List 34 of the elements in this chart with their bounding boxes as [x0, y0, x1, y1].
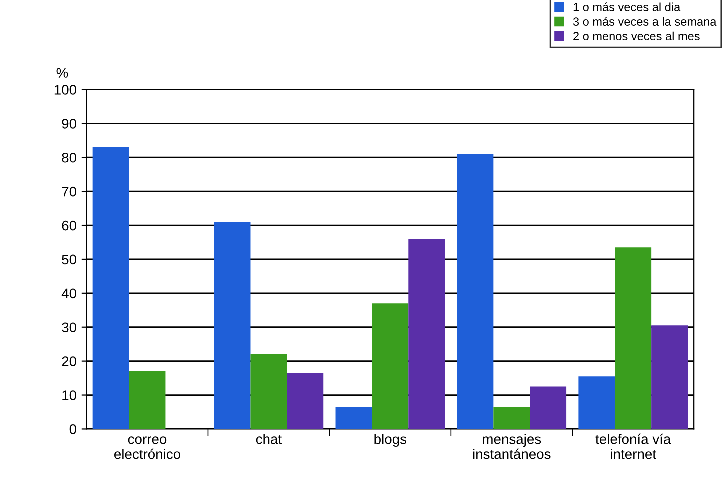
- legend-label: 3 o más veces a la semana: [573, 17, 717, 26]
- y-tick-label: 80: [62, 152, 76, 163]
- x-tick-label: telefonía vía internet: [596, 434, 672, 460]
- y-tick-label: 60: [62, 220, 76, 231]
- y-tick-label: 70: [62, 186, 76, 197]
- bar: [129, 372, 166, 430]
- legend-label: 1 o más veces al dia: [574, 2, 681, 12]
- bar: [336, 407, 372, 430]
- y-tick-label: 10: [62, 390, 76, 400]
- y-tick-label: 40: [62, 288, 76, 299]
- bar: [615, 248, 652, 430]
- y-tick-label: 30: [62, 322, 76, 333]
- bar: [578, 376, 616, 430]
- bar: [92, 147, 130, 430]
- bar: [250, 354, 288, 430]
- bar: [530, 386, 567, 430]
- bar: [652, 326, 688, 430]
- x-tick-label: mensajes instantáneos: [473, 434, 551, 460]
- y-tick-label: 0: [70, 424, 76, 434]
- y-tick-label: 90: [62, 119, 76, 129]
- x-tick-label: chat: [256, 434, 282, 444]
- x-tick-label: correo electrónico: [114, 436, 180, 460]
- x-tick-label: blogs: [374, 434, 407, 448]
- y-axis-title: %: [56, 68, 68, 78]
- legend-label: 2 o menos veces al mes: [574, 32, 700, 41]
- bar: [408, 239, 446, 430]
- bar: [457, 154, 494, 430]
- y-tick-label: 100: [54, 85, 76, 95]
- y-tick-label: 50: [62, 254, 76, 265]
- bar: [372, 304, 409, 430]
- bar: [494, 407, 530, 430]
- y-tick-label: 20: [62, 356, 76, 366]
- bar: [214, 222, 251, 430]
- bar: [287, 373, 324, 430]
